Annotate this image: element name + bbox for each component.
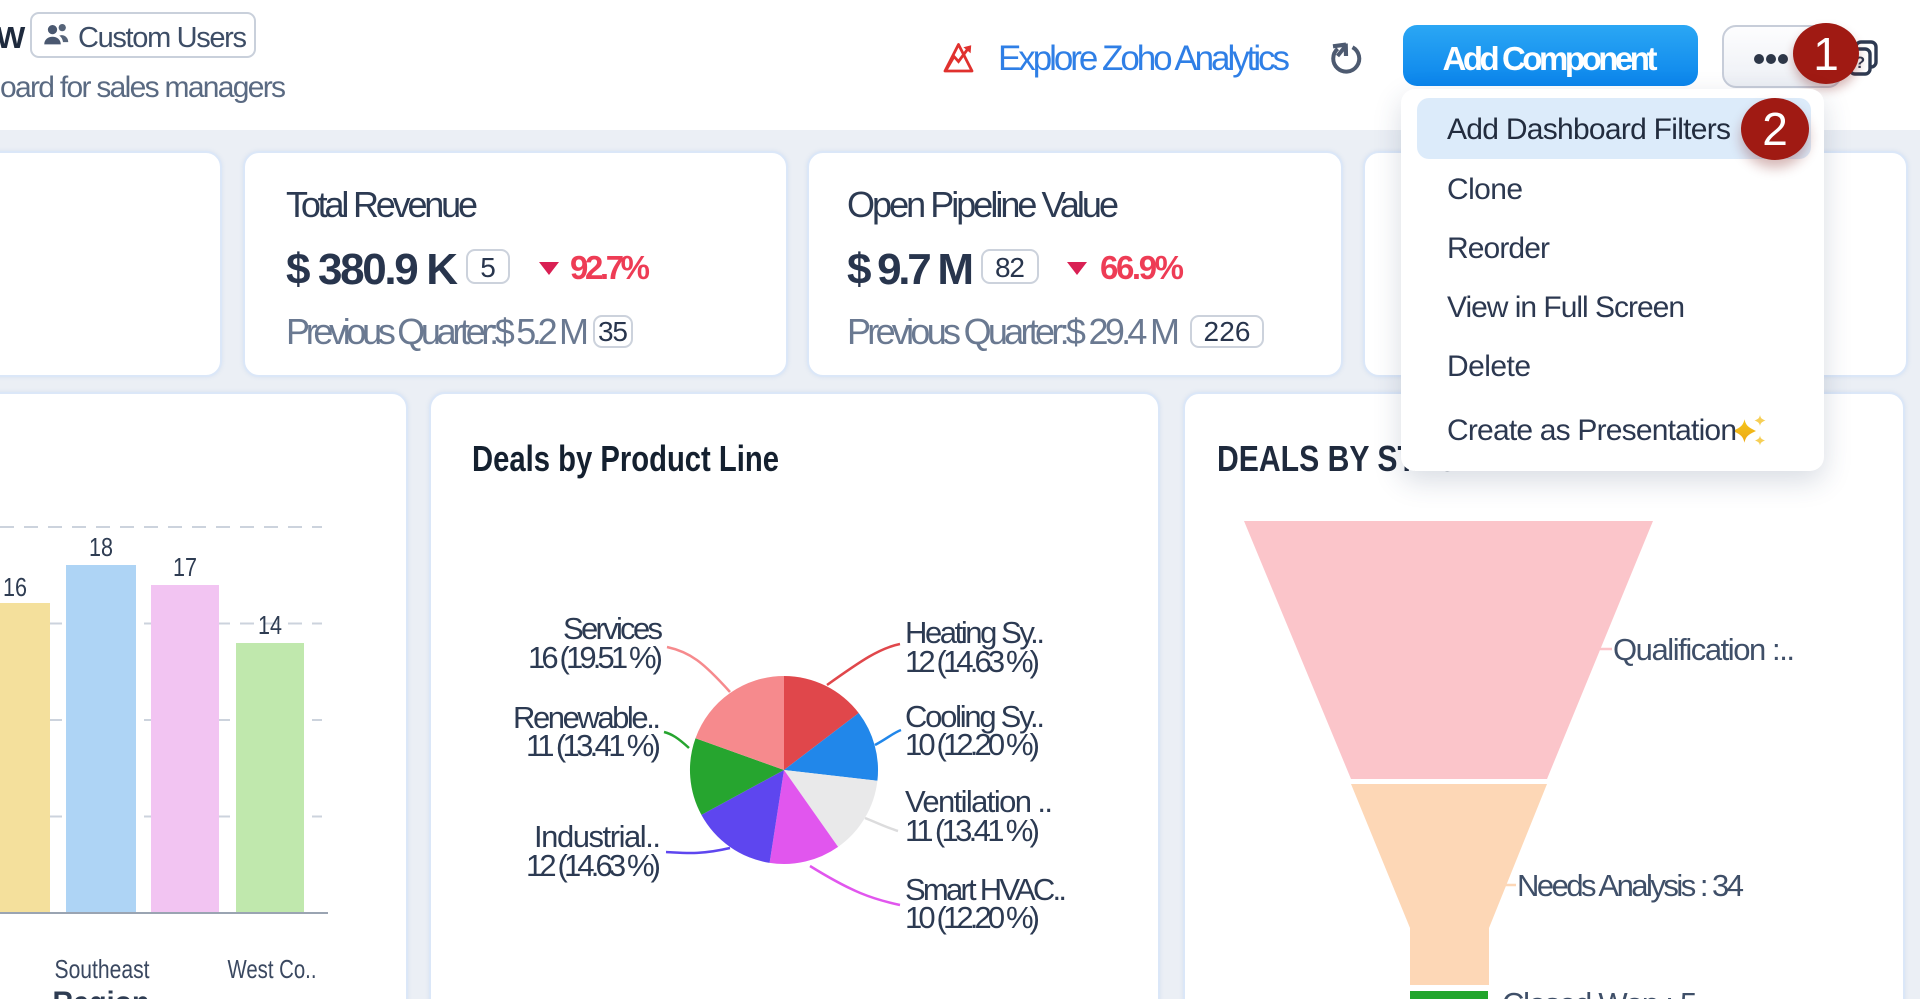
svg-text:Industrial..: Industrial..	[534, 819, 661, 854]
svg-text:10 (12.20 %): 10 (12.20 %)	[905, 727, 1040, 762]
svg-text:Clone: Clone	[1447, 173, 1523, 206]
svg-text:Deals by Product Line: Deals by Product Line	[472, 438, 779, 479]
svg-text:10 (12.20 %): 10 (12.20 %)	[905, 900, 1040, 935]
svg-text:92.7%: 92.7%	[570, 249, 650, 286]
svg-text:Delete: Delete	[1447, 350, 1531, 383]
svg-text:Total Revenue: Total Revenue	[286, 184, 478, 225]
svg-text:Heating Sy..: Heating Sy..	[905, 615, 1045, 650]
svg-text:Services: Services	[563, 611, 663, 646]
svg-text:12 (14.63 %): 12 (14.63 %)	[526, 848, 661, 883]
svg-text:Add Dashboard Filters: Add Dashboard Filters	[1447, 113, 1731, 146]
svg-text:Region: Region	[53, 986, 150, 999]
svg-text:35: 35	[598, 316, 628, 347]
svg-text:Ventilation ..: Ventilation ..	[905, 784, 1053, 819]
svg-text:Qualification :..: Qualification :..	[1613, 632, 1795, 667]
svg-text:226: 226	[1204, 316, 1251, 347]
svg-text:14: 14	[258, 610, 282, 640]
svg-text:Explore Zoho Analytics: Explore Zoho Analytics	[998, 39, 1290, 78]
svg-text:11 (13.41 %): 11 (13.41 %)	[526, 728, 661, 763]
svg-text:Cooling Sy..: Cooling Sy..	[905, 699, 1045, 734]
svg-text:82: 82	[995, 252, 1025, 283]
svg-text:Add Component: Add Component	[1443, 40, 1658, 77]
svg-text:11 (13.41 %): 11 (13.41 %)	[905, 813, 1040, 848]
svg-text:66.9%: 66.9%	[1100, 249, 1184, 286]
svg-text:$ 9.7 M: $ 9.7 M	[847, 245, 974, 294]
svg-text:18: 18	[89, 532, 113, 562]
svg-text:16 (19.51 %): 16 (19.51 %)	[528, 640, 663, 675]
svg-text:Smart HVAC..: Smart HVAC..	[905, 872, 1067, 907]
svg-text:$ 380.9 K: $ 380.9 K	[286, 245, 458, 294]
svg-text:Previous Quarter:$ 5.2 M: Previous Quarter:$ 5.2 M	[286, 311, 589, 352]
svg-text:Previous Quarter:$ 29.4 M: Previous Quarter:$ 29.4 M	[847, 311, 1180, 352]
svg-text:Needs Analysis : 34: Needs Analysis : 34	[1517, 868, 1744, 903]
svg-text:Closed Won : 5..: Closed Won : 5..	[1502, 986, 1712, 999]
svg-text:Reorder: Reorder	[1447, 232, 1550, 265]
svg-text:Open Pipeline Value: Open Pipeline Value	[847, 184, 1119, 225]
svg-text:West Co..: West Co..	[228, 954, 317, 984]
svg-text:oard for sales managers: oard for sales managers	[0, 71, 286, 104]
svg-text:Southeast: Southeast	[55, 954, 151, 984]
svg-text:17: 17	[173, 552, 197, 582]
svg-text:Renewable..: Renewable..	[513, 700, 661, 735]
svg-text:Create as Presentation: Create as Presentation	[1447, 414, 1737, 447]
svg-text:5: 5	[480, 252, 496, 283]
svg-text:Custom Users: Custom Users	[78, 22, 247, 54]
svg-text:?: ?	[1855, 53, 1865, 72]
svg-text:12 (14.63 %): 12 (14.63 %)	[905, 644, 1040, 679]
svg-text:16: 16	[3, 572, 27, 602]
svg-text:W: W	[0, 20, 26, 55]
svg-text:View in Full Screen: View in Full Screen	[1447, 291, 1685, 324]
